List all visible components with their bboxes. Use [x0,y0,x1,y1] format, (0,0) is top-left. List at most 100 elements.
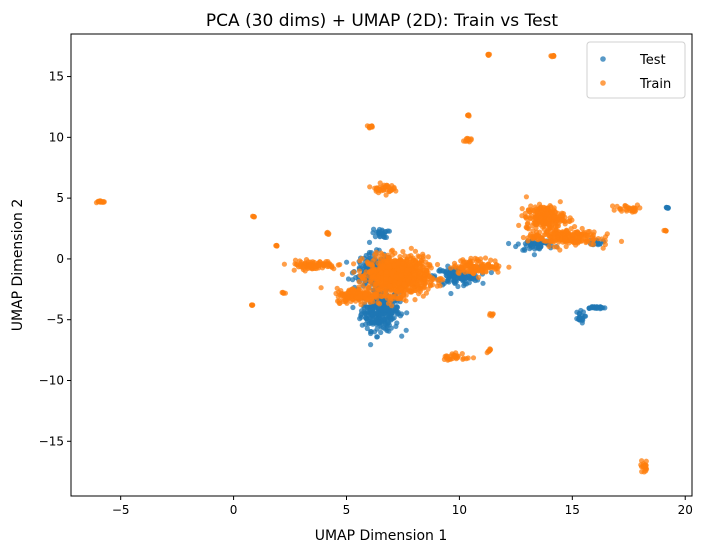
data-point [462,281,468,287]
data-point [395,260,401,266]
data-point [359,256,365,262]
data-point [437,268,443,274]
data-point [641,464,647,471]
data-point [537,222,544,228]
data-point [522,247,528,253]
data-point [381,289,387,295]
data-point [576,315,583,321]
data-point [443,270,449,276]
data-point [404,278,411,284]
data-point [402,253,408,259]
data-point [562,236,568,242]
data-point [451,264,457,270]
data-point [532,204,538,210]
data-point [470,355,477,361]
data-point [572,224,578,230]
legend-marker [600,80,606,86]
data-point [307,259,313,265]
data-point [553,215,560,221]
data-point [383,276,389,282]
data-point [624,208,630,214]
data-point [377,257,383,263]
data-point [355,294,361,300]
data-point [538,215,544,221]
data-point [335,262,341,268]
data-point [528,207,534,213]
data-point [363,295,369,301]
data-point [461,259,467,265]
data-point [628,206,634,212]
data-point [572,239,579,245]
data-point [590,237,596,243]
data-point [445,353,451,360]
data-point [324,262,330,268]
data-point [372,291,379,297]
data-point [387,188,393,194]
data-point [611,207,617,213]
data-point [513,243,519,250]
x-tick-label: 20 [678,503,693,517]
data-point [401,281,407,287]
data-point [412,297,418,303]
data-point [397,295,403,301]
data-point [526,226,532,232]
data-point [387,283,393,289]
data-point [380,263,386,269]
y-axis: −15 −10 −5 0 5 10 15 [39,70,71,448]
plot-frame [70,33,693,497]
data-point [483,268,489,274]
data-point [637,205,643,211]
series-train [93,51,669,475]
data-point [479,267,485,274]
data-point [665,205,671,211]
data-point [377,234,383,240]
data-point [588,241,594,247]
x-tick-label: 5 [343,503,351,517]
data-point [353,274,359,281]
y-tick-label: −15 [39,434,64,448]
data-point [393,323,399,329]
data-point [418,286,424,292]
data-point [368,329,374,335]
data-point [400,248,406,255]
data-point [366,239,373,245]
data-point [273,243,280,249]
data-point [549,53,555,59]
legend-label: Train [639,77,671,92]
data-point [542,238,549,244]
data-point [537,229,543,235]
data-point [529,223,535,229]
data-point [567,218,573,224]
data-point [372,283,378,289]
data-point [458,276,465,282]
data-point [362,299,368,305]
data-point [371,226,377,232]
data-point [97,198,103,204]
data-point [344,259,350,265]
y-tick-label: −10 [39,374,64,388]
data-point [401,291,407,298]
data-point [523,214,529,220]
data-point [399,261,405,267]
data-point [618,238,625,244]
data-point [372,234,378,240]
data-point [594,304,600,310]
data-point [407,262,413,268]
data-point [422,276,428,282]
data-point [378,312,384,318]
data-point [546,243,552,249]
data-point [603,234,609,240]
data-point [362,291,368,297]
data-point [587,228,593,235]
data-point [550,231,557,237]
data-point [478,259,484,266]
data-point [356,268,363,274]
data-point [531,252,538,258]
data-point [318,285,324,291]
data-point [367,184,373,190]
x-tick-label: 15 [565,503,580,517]
data-point [417,271,423,277]
data-point [382,253,388,259]
data-point [382,326,388,332]
data-point [462,269,468,275]
